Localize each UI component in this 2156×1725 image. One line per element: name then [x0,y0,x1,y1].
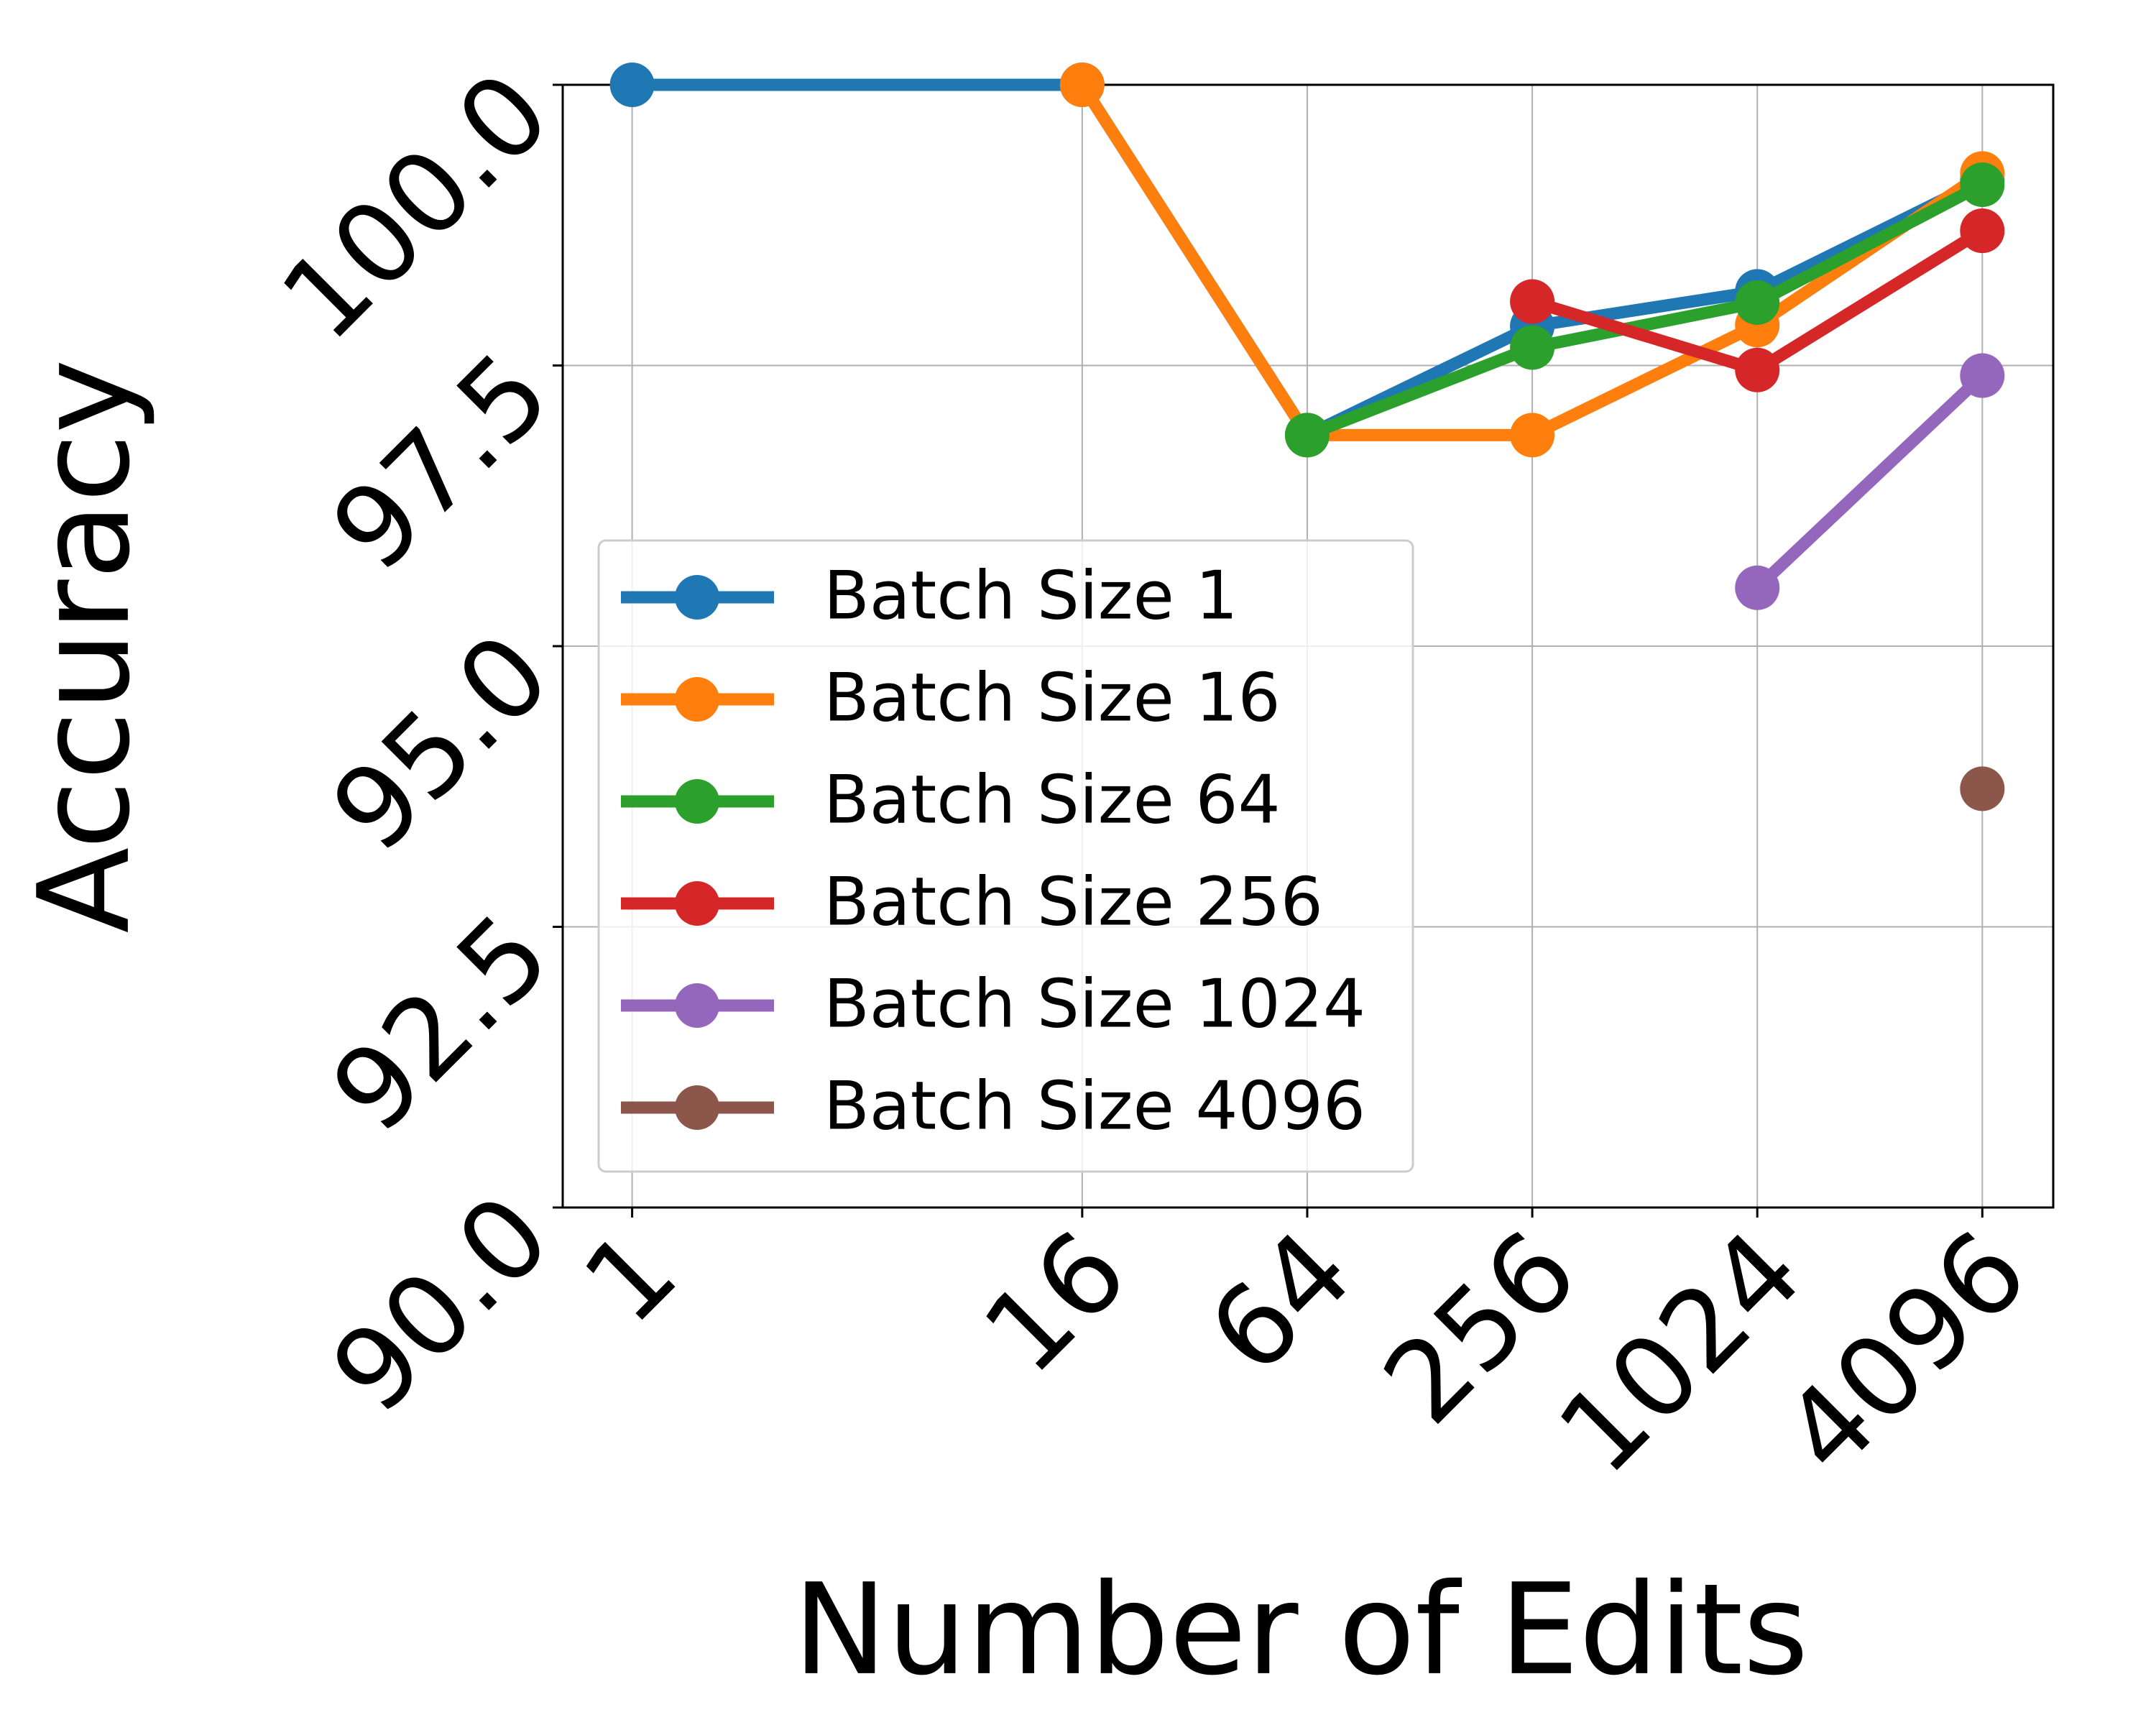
legend-marker [675,983,719,1028]
legend-label: Batch Size 1024 [824,965,1365,1042]
data-point [1735,347,1780,392]
legend: Batch Size 1 Batch Size 16 Batch Size 64 Ba… [597,539,1414,1173]
data-point [1510,279,1555,324]
legend-marker [675,677,719,722]
y-tick-label: 100.0 [257,47,574,365]
legend-label: Batch Size 256 [824,862,1323,940]
x-tick-label: 1 [559,1206,701,1348]
data-point [1960,353,2005,398]
x-tick-label: 4096 [1759,1206,2052,1499]
data-point [1735,280,1780,326]
legend-label: Batch Size 1 [824,556,1238,634]
legend-marker [675,575,719,620]
data-point [609,63,655,107]
legend-label: Batch Size 16 [824,658,1281,736]
data-point [1735,565,1780,610]
data-point [1960,208,2005,254]
data-point [1960,162,2005,208]
legend-box [597,539,1414,1173]
legend-marker [675,1085,719,1130]
x-axis-label: Number of Edits [793,1558,1809,1703]
x-tick-label: 1024 [1534,1206,1826,1499]
series-line [1304,179,1986,441]
data-point [1284,413,1330,458]
legend-label: Batch Size 4096 [824,1067,1365,1144]
series-line [1753,371,1987,592]
x-tick-label: 64 [1184,1206,1376,1398]
y-tick-label: 90.0 [307,1170,574,1438]
data-point [1510,325,1555,370]
x-tick-label: 16 [959,1206,1151,1398]
y-tick-label: 97.5 [307,328,574,596]
series-line [632,78,1986,441]
legend-marker [675,881,719,926]
data-point [1059,63,1105,107]
legend-label: Batch Size 64 [824,760,1281,838]
data-point [1510,413,1555,458]
data-point [1960,766,2005,811]
plot-frame [561,83,2055,1209]
y-tick-label: 95.0 [307,609,574,876]
y-axis-label: Accuracy [12,359,158,934]
legend-marker [675,779,719,824]
y-tick-label: 92.5 [307,890,574,1157]
